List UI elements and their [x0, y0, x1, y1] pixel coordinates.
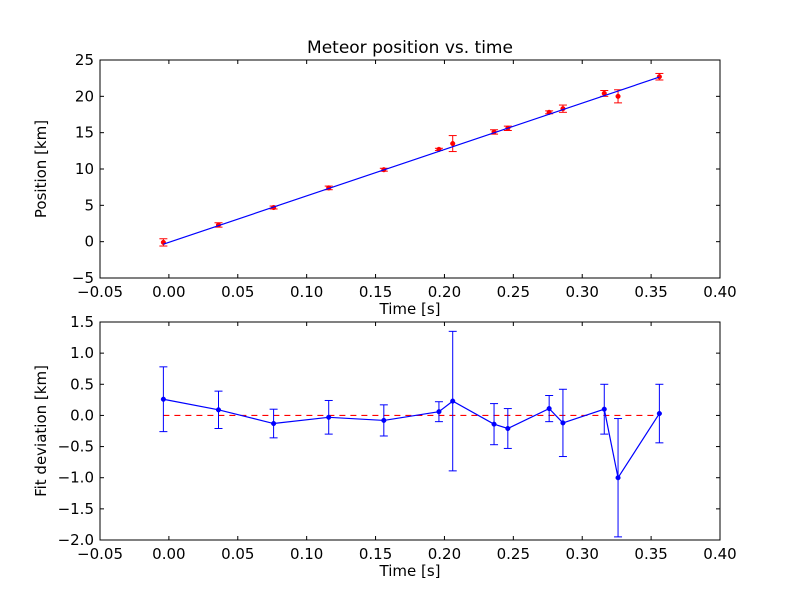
- x-tick-label: 0.15: [359, 283, 392, 301]
- data-point: [505, 425, 511, 432]
- position-panel: −0.05 0.00 0.05 0.10 0.15 0.20 0.25 0.30 0.35 0.4…: [32, 51, 737, 318]
- x-tick-label: 0.35: [634, 545, 667, 563]
- data-point: [615, 93, 621, 99]
- y-tick-label: 1.0: [70, 344, 94, 362]
- y-tick-label: −1.0: [58, 469, 94, 487]
- data-point: [560, 420, 566, 426]
- chart-title: Meteor position vs. time: [307, 38, 513, 58]
- data-point: [326, 414, 332, 420]
- x-tick-label: 0.05: [221, 545, 254, 563]
- x-tick-label: −0.05: [77, 545, 123, 563]
- y-tick-label: 25: [75, 51, 94, 69]
- data-point: [656, 411, 662, 417]
- x-tick-label: 0.30: [566, 283, 599, 301]
- y-tick-label: 0.5: [70, 375, 94, 393]
- data-point: [656, 74, 662, 80]
- x-tick-label: 0.10: [290, 545, 323, 563]
- y-axis-label: Fit deviation [km]: [32, 365, 50, 497]
- y-tick-label: −5: [72, 269, 94, 287]
- data-point: [450, 398, 456, 404]
- x-tick-label: 0.40: [703, 545, 736, 563]
- x-tick-label: 0.20: [428, 283, 461, 301]
- deviation-line: [163, 398, 660, 480]
- y-tick-label: 5: [84, 196, 94, 214]
- x-tick-label: 0.15: [359, 545, 392, 563]
- y-axis-label: Position [km]: [32, 120, 50, 218]
- data-point: [271, 420, 277, 427]
- x-tick-label: −0.05: [77, 283, 123, 301]
- x-tick-label: 0.00: [152, 545, 185, 563]
- axes-frame: [99, 321, 721, 541]
- data-point: [491, 421, 497, 427]
- y-tick-label: −0.5: [58, 438, 94, 456]
- data-point: [381, 417, 387, 423]
- data-point: [546, 406, 552, 412]
- x-axis-label: Time [s]: [379, 562, 441, 580]
- y-tick-label: −1.5: [58, 500, 94, 518]
- x-axis-label: Time [s]: [379, 300, 441, 318]
- y-tick-label: 15: [75, 124, 94, 142]
- y-tick-label: 1.5: [70, 313, 94, 331]
- y-tick-label: −2.0: [58, 531, 94, 549]
- x-tick-label: 0.40: [703, 283, 736, 301]
- x-tick-label: 0.00: [152, 283, 185, 301]
- x-tick-label: 0.20: [428, 545, 461, 563]
- x-tick-label: 0.05: [221, 283, 254, 301]
- y-tick-label: 20: [75, 87, 94, 105]
- y-tick-label: 10: [75, 160, 94, 178]
- data-point: [215, 407, 222, 413]
- data-point: [601, 406, 607, 412]
- x-tick-label: 0.25: [497, 283, 530, 301]
- x-tick-label: 0.10: [290, 283, 323, 301]
- fit-line: [163, 76, 660, 245]
- data-point: [450, 141, 456, 147]
- data-point: [436, 409, 442, 415]
- x-tick-label: 0.35: [634, 283, 667, 301]
- y-tick-label: 0: [84, 233, 94, 251]
- data-point: [160, 396, 166, 402]
- data-point: [615, 475, 621, 481]
- x-tick-label: 0.30: [566, 545, 599, 563]
- y-tick-label: 0.0: [70, 406, 94, 424]
- x-tick-label: 0.25: [497, 545, 530, 563]
- deviation-panel: −0.05 0.00 0.05 0.10 0.15 0.20 0.25 0.30 0.35 0.4…: [32, 313, 737, 580]
